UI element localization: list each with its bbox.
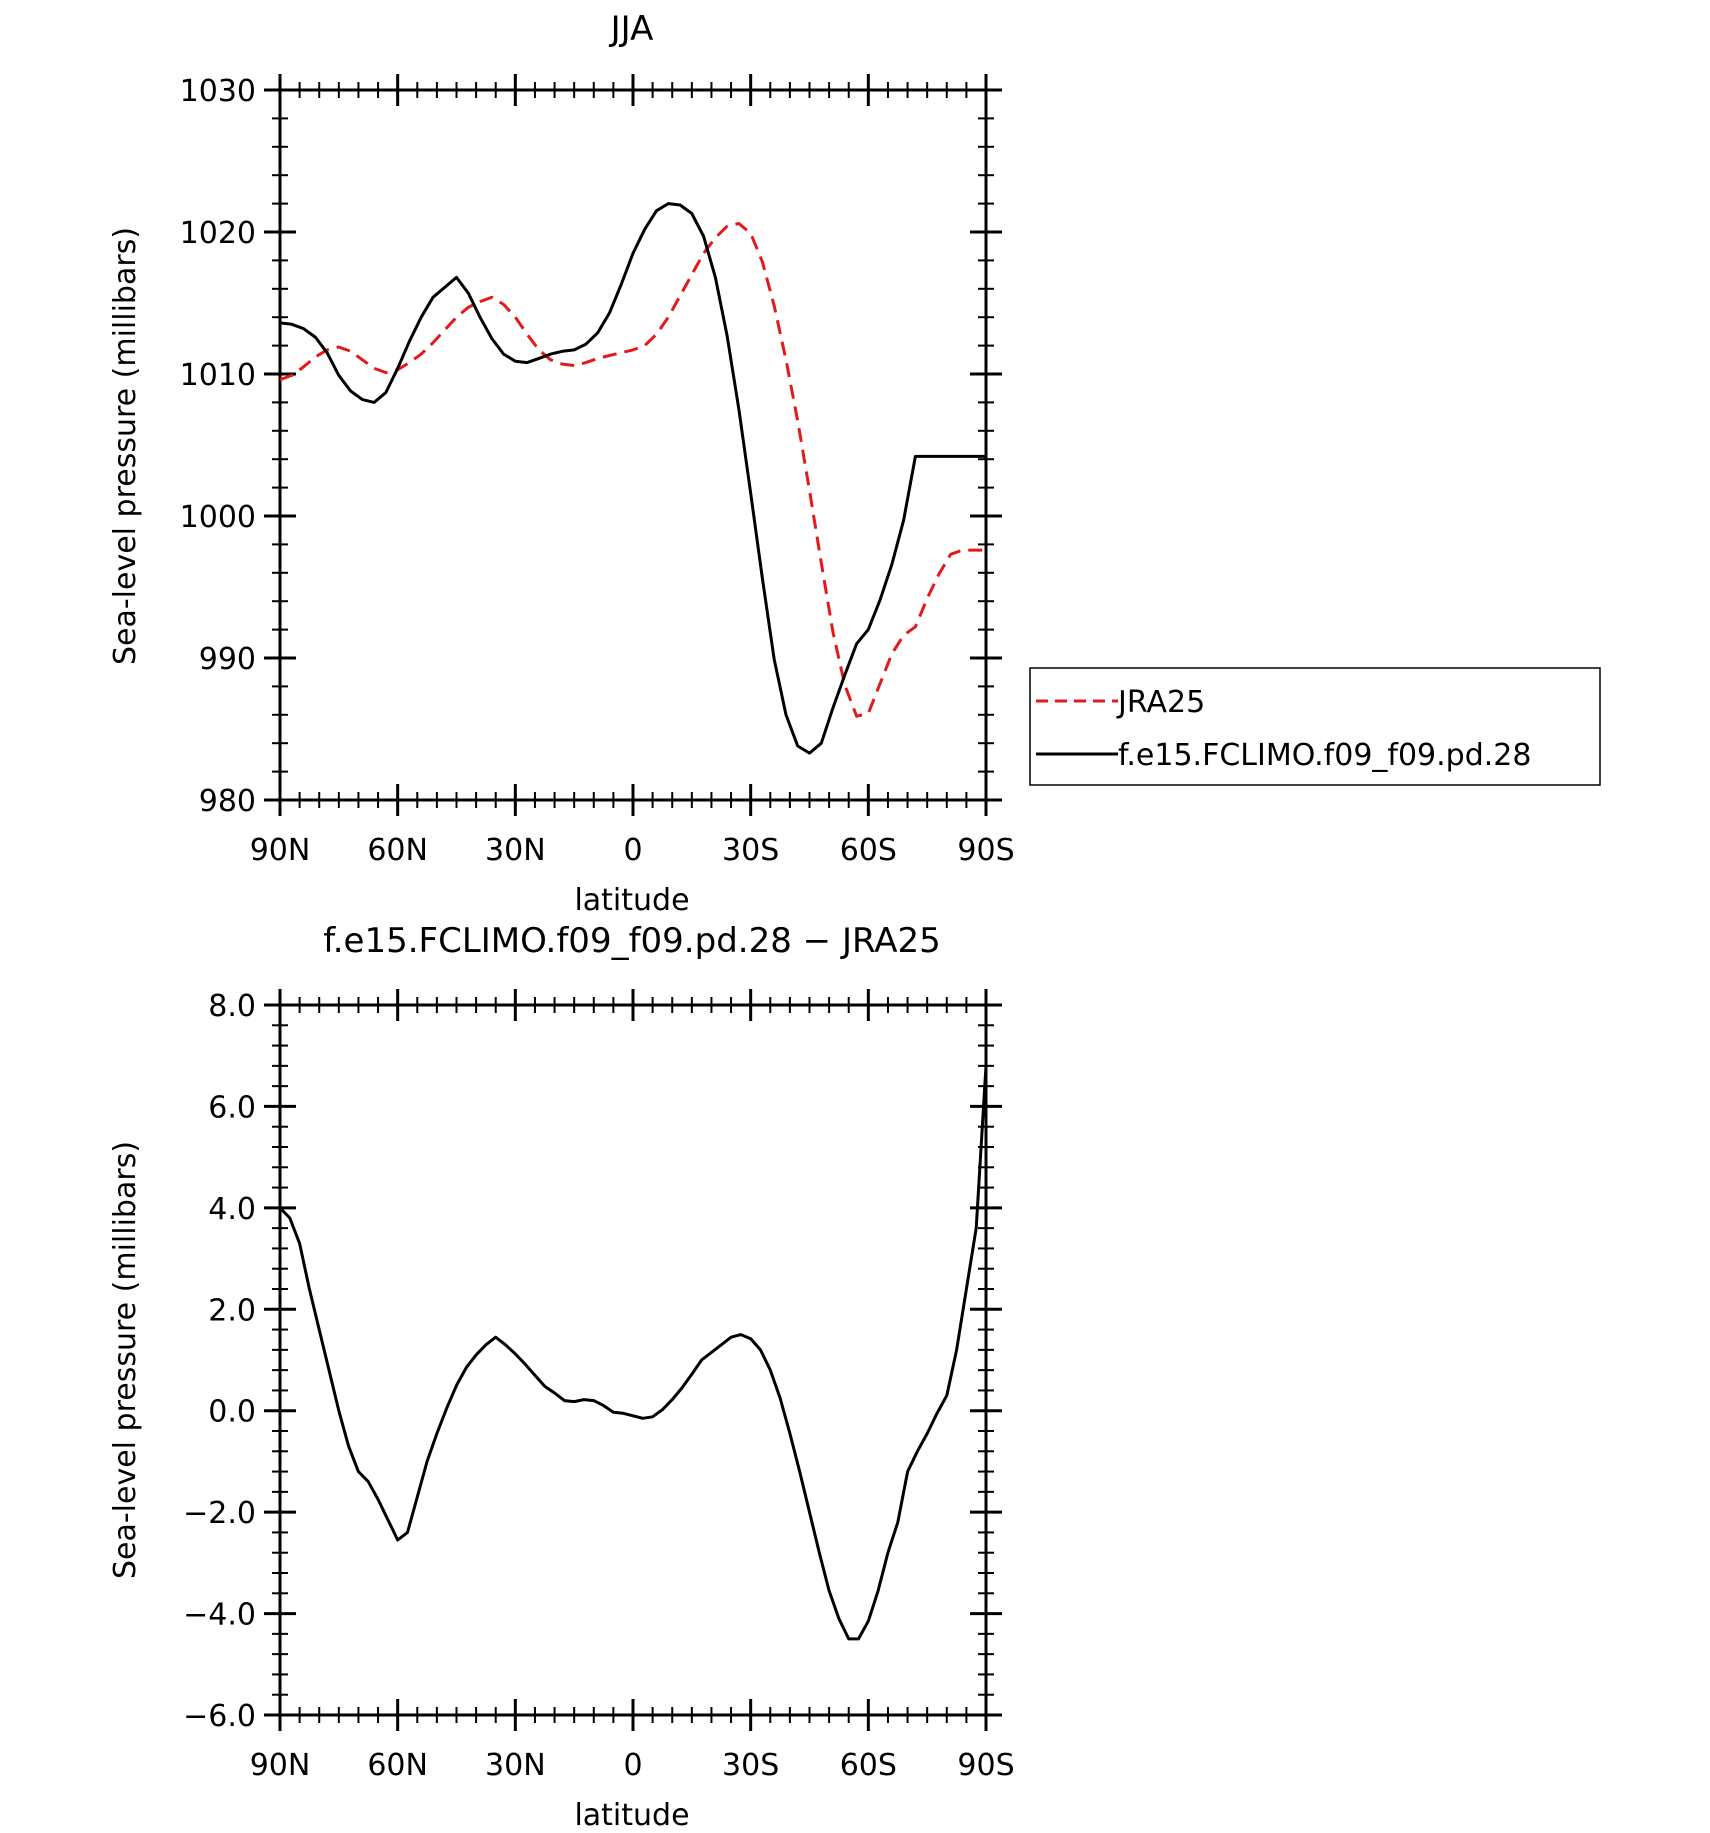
bottom-chart-y-axis-title: Sea-level pressure (millibars) <box>108 1141 143 1579</box>
y-tick-label: −6.0 <box>183 1699 256 1734</box>
series-line-0-0 <box>280 222 986 718</box>
x-tick-label: 90S <box>957 1748 1014 1783</box>
y-tick-label: 0.0 <box>208 1395 256 1430</box>
x-tick-label: 60N <box>367 1748 428 1783</box>
y-tick-label: 980 <box>199 784 256 819</box>
y-tick-label: −4.0 <box>183 1598 256 1633</box>
top-chart-panel: JJA latitude Sea-level pressure (milliba… <box>108 9 1601 918</box>
x-tick-label: 30S <box>722 1748 779 1783</box>
y-tick-label: 1010 <box>180 358 256 393</box>
x-tick-label: 30S <box>722 833 779 868</box>
x-tick-label: 30N <box>485 833 546 868</box>
series-line-0-1 <box>280 202 986 755</box>
plot-frame <box>278 1003 988 1717</box>
y-tick-label: 4.0 <box>208 1192 256 1227</box>
x-tick-label: 60N <box>367 833 428 868</box>
x-tick-label: 60S <box>840 1748 897 1783</box>
bottom-chart-title: f.e15.FCLIMO.f09_f09.pd.28 − JRA25 <box>323 921 941 961</box>
top-chart-title: JJA <box>609 9 654 49</box>
legend-label-model: f.e15.FCLIMO.f09_f09.pd.28 <box>1118 738 1531 773</box>
y-tick-label: 1000 <box>180 500 256 535</box>
y-tick-label: 2.0 <box>208 1293 256 1328</box>
series-line-1-0 <box>280 1065 986 1641</box>
top-chart-x-axis-title: latitude <box>574 883 689 918</box>
y-tick-label: 1030 <box>180 74 256 109</box>
top-chart-y-axis-title: Sea-level pressure (millibars) <box>108 227 143 665</box>
legend-box <box>1029 667 1601 786</box>
y-tick-label: 990 <box>199 642 256 677</box>
top-chart-legend: JRA25 f.e15.FCLIMO.f09_f09.pd.28 <box>1029 667 1601 786</box>
bottom-chart-panel: f.e15.FCLIMO.f09_f09.pd.28 − JRA25 latit… <box>108 921 1015 1833</box>
x-tick-label: 90S <box>957 833 1014 868</box>
x-tick-label: 90N <box>250 833 311 868</box>
y-tick-label: −2.0 <box>183 1496 256 1531</box>
x-tick-label: 0 <box>623 1748 642 1783</box>
x-tick-label: 90N <box>250 1748 311 1783</box>
x-tick-label: 0 <box>623 833 642 868</box>
bottom-chart-x-axis-title: latitude <box>574 1798 689 1833</box>
y-tick-label: 8.0 <box>208 989 256 1024</box>
y-tick-label: 6.0 <box>208 1090 256 1125</box>
plot-frame <box>278 88 988 802</box>
legend-label-jra25: JRA25 <box>1116 685 1205 720</box>
x-tick-label: 30N <box>485 1748 546 1783</box>
x-tick-label: 60S <box>840 833 897 868</box>
y-tick-label: 1020 <box>180 216 256 251</box>
